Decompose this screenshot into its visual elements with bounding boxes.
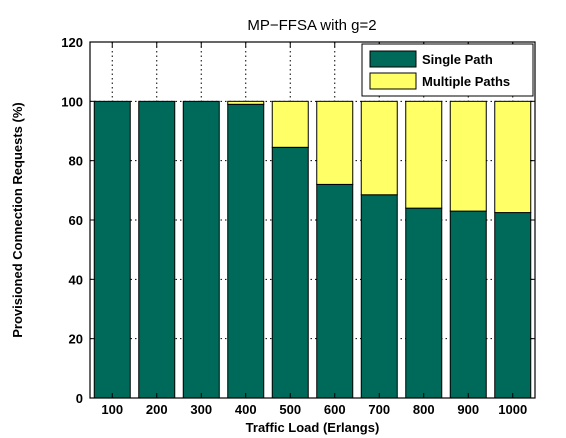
legend-swatch-single-path <box>370 51 416 67</box>
y-tick-label: 20 <box>69 332 83 347</box>
legend-swatch-multiple-paths <box>370 73 416 89</box>
bar-single-path-300 <box>183 101 219 398</box>
legend-label-single-path: Single Path <box>422 52 493 67</box>
x-axis-label: Traffic Load (Erlangs) <box>246 420 380 435</box>
y-tick-label: 80 <box>69 154 83 169</box>
bar-multiple-paths-400 <box>228 101 264 104</box>
bar-single-path-500 <box>272 147 308 398</box>
bar-single-path-600 <box>317 184 353 398</box>
x-tick-label: 800 <box>413 402 435 417</box>
bar-single-path-200 <box>139 101 175 398</box>
bar-multiple-paths-700 <box>361 101 397 194</box>
y-tick-label: 40 <box>69 272 83 287</box>
bar-multiple-paths-900 <box>450 101 486 211</box>
y-tick-label: 120 <box>61 35 83 50</box>
x-tick-label: 700 <box>368 402 390 417</box>
y-tick-label: 60 <box>69 213 83 228</box>
x-tick-label: 100 <box>101 402 123 417</box>
x-tick-label: 400 <box>235 402 257 417</box>
y-tick-label: 100 <box>61 94 83 109</box>
bar-multiple-paths-600 <box>317 101 353 184</box>
x-tick-label: 900 <box>457 402 479 417</box>
bar-single-path-800 <box>406 208 442 398</box>
y-tick-label: 0 <box>76 391 83 406</box>
bar-single-path-100 <box>94 101 130 398</box>
bar-multiple-paths-1000 <box>495 101 531 212</box>
bar-multiple-paths-500 <box>272 101 308 147</box>
x-tick-label: 1000 <box>498 402 527 417</box>
legend: Single Path Multiple Paths <box>362 44 533 96</box>
bar-multiple-paths-800 <box>406 101 442 208</box>
bar-single-path-1000 <box>495 213 531 398</box>
bar-single-path-900 <box>450 211 486 398</box>
bars <box>94 101 531 398</box>
bar-single-path-700 <box>361 195 397 398</box>
bar-single-path-400 <box>228 104 264 398</box>
y-axis-label: Provisioned Connection Requests (%) <box>10 102 25 337</box>
legend-label-multiple-paths: Multiple Paths <box>422 74 510 89</box>
x-tick-label: 600 <box>324 402 346 417</box>
x-tick-label: 300 <box>190 402 212 417</box>
chart-title: MP−FFSA with g=2 <box>247 17 376 34</box>
x-tick-label: 500 <box>279 402 301 417</box>
x-tick-label: 200 <box>146 402 168 417</box>
